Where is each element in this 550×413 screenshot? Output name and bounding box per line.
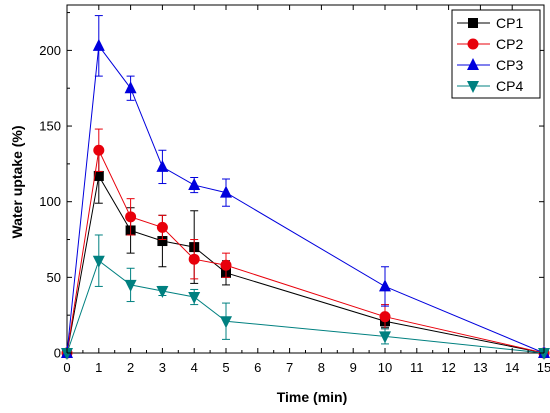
legend-item-cp2: CP2 (457, 36, 523, 52)
legend-item-cp3: CP3 (457, 57, 523, 73)
series-line (66, 148, 545, 354)
y-tick-label: 50 (47, 270, 61, 285)
data-point (220, 185, 232, 198)
data-point (220, 316, 232, 329)
data-point (220, 259, 232, 271)
x-axis-title: Time (min) (277, 389, 348, 405)
x-tick-label: 1 (95, 360, 102, 375)
data-point (156, 285, 169, 298)
data-point (125, 211, 137, 223)
x-tick-label: 11 (410, 360, 424, 375)
series-line (66, 259, 545, 354)
y-tick-label: 100 (39, 194, 61, 209)
legend-label: CP4 (496, 78, 523, 94)
data-point (379, 331, 391, 344)
data-point (61, 348, 73, 360)
x-tick-label: 5 (222, 360, 229, 375)
data-point (188, 253, 200, 265)
data-point (379, 279, 391, 292)
series-cp2 (61, 128, 550, 359)
x-tick-label: 15 (537, 360, 550, 375)
x-tick-label: 2 (127, 360, 134, 375)
y-tick-label: 0 (54, 346, 61, 361)
x-tick-label: 4 (191, 360, 198, 375)
data-point (92, 255, 105, 268)
data-point (93, 144, 105, 156)
x-tick-label: 3 (159, 360, 166, 375)
legend-label: CP2 (496, 36, 523, 52)
series-line (66, 174, 545, 354)
x-tick-label: 10 (378, 360, 392, 375)
legend-label: CP3 (496, 57, 523, 73)
legend-item-cp1: CP1 (457, 15, 523, 31)
x-tick-label: 0 (63, 360, 70, 375)
data-point (93, 170, 104, 181)
data-point (467, 38, 479, 50)
data-point (92, 38, 105, 51)
series-cp4 (61, 234, 550, 360)
series-line (66, 44, 545, 354)
y-tick-label: 200 (39, 43, 61, 58)
data-point (188, 292, 201, 305)
x-tick-label: 7 (286, 360, 293, 375)
data-point (188, 178, 201, 191)
x-tick-label: 14 (505, 360, 519, 375)
data-point (156, 159, 169, 172)
data-point (467, 58, 479, 70)
legend: CP1 CP2 CP3 CP4 (451, 9, 541, 99)
data-point (156, 221, 168, 233)
legend-item-cp4: CP4 (457, 78, 523, 94)
x-tick-label: 6 (254, 360, 261, 375)
series-cp1 (62, 148, 549, 358)
x-tick-label: 12 (441, 360, 455, 375)
data-point (467, 81, 479, 93)
x-tick-label: 8 (318, 360, 325, 375)
y-axis-title: Water uptake (%) (9, 125, 25, 238)
x-tick-label: 13 (473, 360, 487, 375)
data-point (124, 81, 137, 94)
data-point (538, 348, 550, 360)
legend-box (451, 9, 541, 99)
x-tick-label: 9 (350, 360, 357, 375)
data-point (124, 279, 137, 292)
data-point (468, 18, 478, 28)
y-tick-label: 150 (39, 119, 61, 134)
data-point (157, 236, 168, 247)
legend-label: CP1 (496, 15, 523, 31)
data-point (379, 311, 391, 323)
